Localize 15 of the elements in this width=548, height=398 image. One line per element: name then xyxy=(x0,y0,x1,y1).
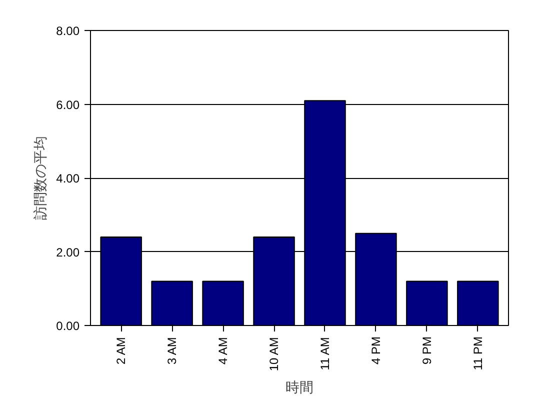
x-tick-label: 10 AM xyxy=(267,337,282,372)
x-tick-label: 4 PM xyxy=(368,336,383,365)
x-tick-label: 11 AM xyxy=(318,337,332,370)
y-axis-title: 訪問数の平均 xyxy=(32,136,48,220)
y-tick-label: 2.00 xyxy=(56,245,80,260)
x-tick-label: 2 AM xyxy=(114,337,128,365)
y-tick-label: 4.00 xyxy=(56,172,80,186)
x-tick-label: 11 PM xyxy=(470,336,485,370)
x-tick-label: 4 AM xyxy=(216,337,230,365)
y-tick-label: 8.00 xyxy=(56,24,80,38)
y-tick-label: 6.00 xyxy=(56,98,80,112)
x-tick-label: 3 AM xyxy=(165,337,180,365)
y-tick-label: 0.00 xyxy=(56,319,80,333)
x-axis-title: 時間 xyxy=(286,379,314,396)
x-tick-label: 9 PM xyxy=(420,336,434,365)
